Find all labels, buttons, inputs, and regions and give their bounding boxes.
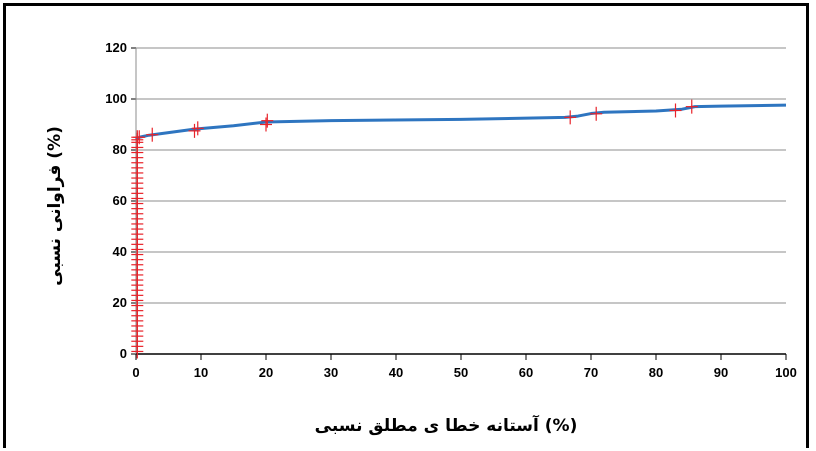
- marker-point: [188, 123, 201, 138]
- marker-point: [669, 103, 682, 118]
- marker-point: [685, 99, 698, 114]
- marker-point: [261, 113, 274, 128]
- marker-point: [590, 106, 603, 121]
- x-tick-label-60: 60: [519, 365, 533, 380]
- marker-point: [260, 117, 272, 132]
- y-tick-label-20: 20: [113, 295, 127, 310]
- y-tick-label-100: 100: [105, 91, 127, 106]
- axes: [131, 47, 787, 360]
- x-tick-label-30: 30: [324, 365, 338, 380]
- x-tick-label-80: 80: [649, 365, 663, 380]
- x-tick-label-10: 10: [194, 365, 208, 380]
- x-tick-label-0: 0: [132, 365, 139, 380]
- y-tick-label-0: 0: [120, 346, 127, 361]
- chart-svg: 0 20 40 60 80 100 120 0 10 20 30 40 50 60 70 80 90 100 ف…: [45, 40, 797, 436]
- y-tick-label-60: 60: [113, 193, 127, 208]
- x-axis-title: آستانه خطا ی مطلق نسبی (%): [315, 414, 578, 436]
- grid-lines: [136, 47, 786, 304]
- series-line-0: [135, 103, 787, 141]
- x-tick-label-40: 40: [389, 365, 403, 380]
- x-tick-label-70: 70: [584, 365, 598, 380]
- y-tick-label-40: 40: [113, 244, 127, 259]
- x-tick-label-90: 90: [714, 365, 728, 380]
- y-tick-labels: 0 20 40 60 80 100 120: [105, 40, 127, 361]
- x-tick-label-100: 100: [775, 365, 797, 380]
- marker-point: [146, 127, 159, 142]
- chart-frame: 0 20 40 60 80 100 120 0 10 20 30 40 50 60 70 80 90 100 ف…: [3, 3, 809, 448]
- marker-point: [191, 121, 204, 136]
- y-axis-title: فراوانی نسبی (%): [45, 126, 65, 286]
- y-tick-label-120: 120: [105, 40, 127, 55]
- marker-point: [564, 110, 577, 125]
- x-tick-label-20: 20: [259, 365, 273, 380]
- y-tick-label-80: 80: [113, 142, 127, 157]
- marker-point: [133, 130, 146, 145]
- x-tick-labels: 0 10 20 30 40 50 60 70 80 90 100: [132, 365, 796, 380]
- series-markers: [131, 99, 698, 359]
- series-lines: [135, 103, 787, 141]
- x-tick-label-50: 50: [454, 365, 468, 380]
